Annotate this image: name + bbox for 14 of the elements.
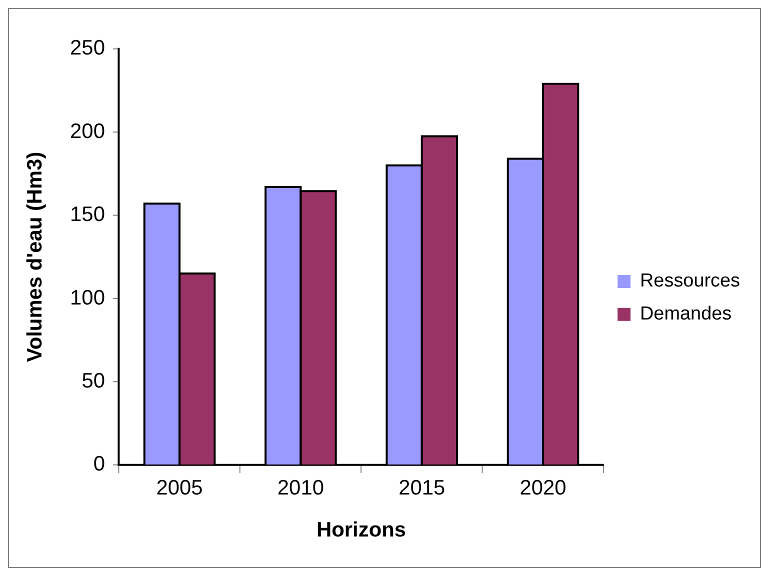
- y-tick-label: 100: [70, 286, 105, 310]
- y-tick-label: 50: [82, 370, 105, 393]
- y-tick-label: 250: [70, 36, 105, 60]
- y-tick-label: 200: [70, 120, 105, 143]
- y-axis-title: Volumes d'eau (Hm3): [23, 152, 46, 362]
- legend-label: Demandes: [640, 304, 732, 325]
- x-axis-title: Horizons: [316, 518, 406, 542]
- x-tick-label: 2015: [398, 476, 446, 500]
- x-tick-label: 2010: [277, 476, 324, 500]
- x-tick-label: 2020: [520, 476, 566, 500]
- y-tick-label: 150: [70, 203, 105, 226]
- legend-label: Ressources: [640, 270, 740, 292]
- x-tick-label: 2005: [156, 476, 203, 500]
- y-tick-label: 0: [93, 452, 105, 476]
